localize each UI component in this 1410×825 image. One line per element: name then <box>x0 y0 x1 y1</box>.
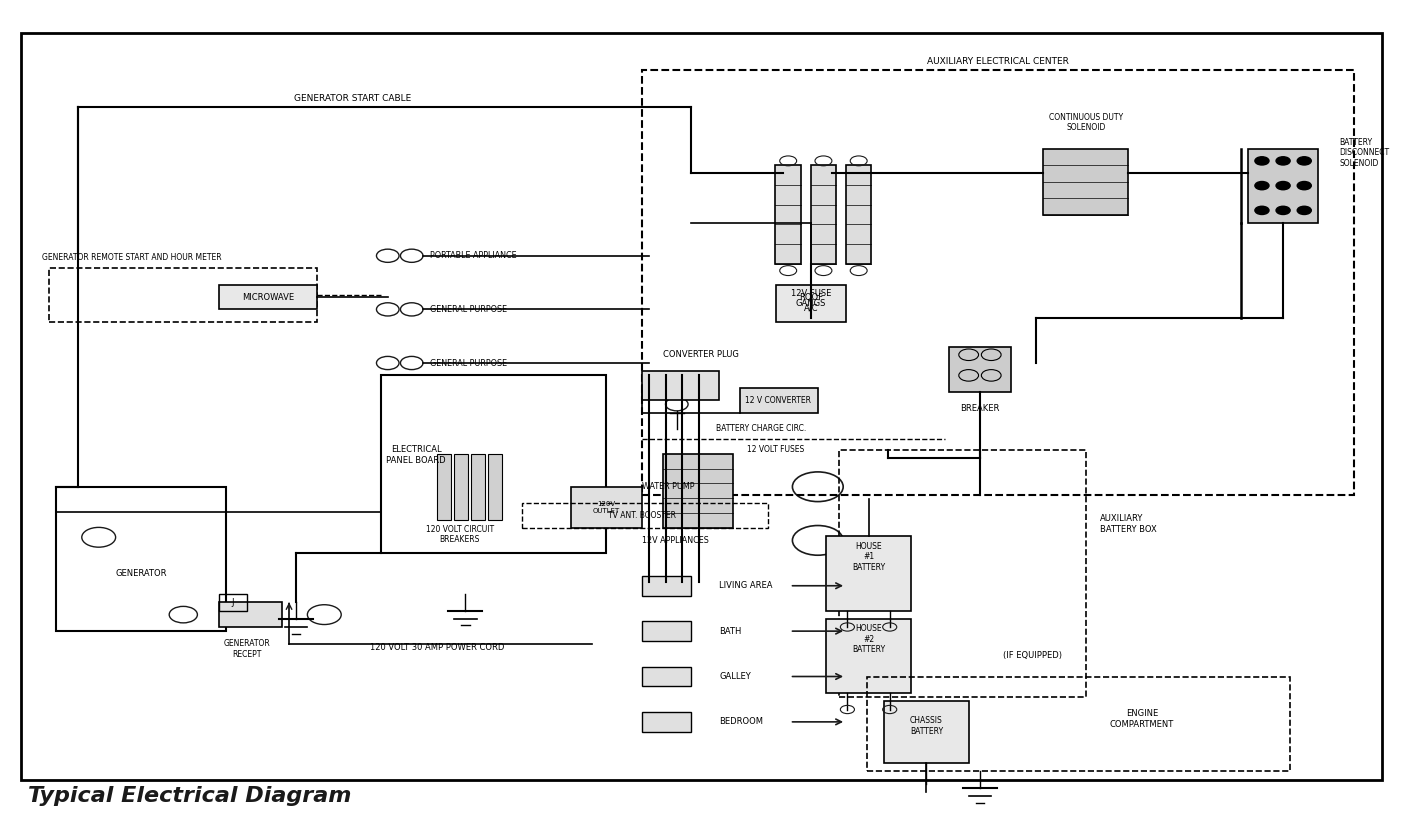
Text: MICROWAVE: MICROWAVE <box>243 293 293 301</box>
Bar <box>1248 148 1318 223</box>
Text: BREAKER: BREAKER <box>960 404 1000 413</box>
Bar <box>740 388 818 412</box>
Text: GENERAL PURPOSE: GENERAL PURPOSE <box>430 305 508 314</box>
Text: Typical Electrical Diagram: Typical Electrical Diagram <box>28 786 351 806</box>
Bar <box>488 454 502 520</box>
Bar <box>471 454 485 520</box>
Text: 120V
OUTLET: 120V OUTLET <box>592 501 620 514</box>
Bar <box>437 454 451 520</box>
Text: 120 VOLT 30 AMP POWER CORD: 120 VOLT 30 AMP POWER CORD <box>369 644 505 652</box>
Bar <box>381 375 606 553</box>
Text: GENERATOR REMOTE START AND HOUR METER: GENERATOR REMOTE START AND HOUR METER <box>42 252 221 262</box>
Circle shape <box>1255 157 1269 165</box>
Bar <box>663 454 733 528</box>
Text: CONVERTER PLUG: CONVERTER PLUG <box>663 350 739 359</box>
Bar <box>826 536 911 610</box>
Circle shape <box>1255 182 1269 190</box>
Bar <box>867 676 1290 771</box>
Text: GALLEY: GALLEY <box>719 672 752 681</box>
Text: CONTINUOUS DUTY
SOLENOID: CONTINUOUS DUTY SOLENOID <box>1049 112 1122 132</box>
Bar <box>642 576 691 596</box>
Text: TV ANT. BOOSTER: TV ANT. BOOSTER <box>608 512 675 520</box>
Bar <box>219 285 317 309</box>
Bar <box>846 165 871 264</box>
Text: BATTERY CHARGE CIRC.: BATTERY CHARGE CIRC. <box>716 424 807 433</box>
Text: GENERATOR
RECEPT: GENERATOR RECEPT <box>223 639 271 659</box>
Bar <box>454 454 468 520</box>
Text: ROOF
A/C: ROOF A/C <box>798 294 823 313</box>
Bar <box>776 285 846 322</box>
Text: (IF EQUIPPED): (IF EQUIPPED) <box>1003 652 1062 660</box>
Text: LIVING AREA: LIVING AREA <box>719 582 773 590</box>
Text: 12 V CONVERTER: 12 V CONVERTER <box>746 396 811 404</box>
Bar <box>219 594 247 610</box>
Text: ENGINE
COMPARTMENT: ENGINE COMPARTMENT <box>1110 710 1175 729</box>
Text: AUXILIARY ELECTRICAL CENTER: AUXILIARY ELECTRICAL CENTER <box>926 57 1069 66</box>
Bar <box>642 621 691 641</box>
Text: 12V FUSE
GANGS: 12V FUSE GANGS <box>791 289 830 309</box>
Text: 12 VOLT FUSES: 12 VOLT FUSES <box>747 446 805 454</box>
Text: CHASSIS
BATTERY: CHASSIS BATTERY <box>909 716 943 736</box>
Bar <box>776 165 801 264</box>
Text: BEDROOM: BEDROOM <box>719 718 763 726</box>
Text: GENERATOR START CABLE: GENERATOR START CABLE <box>293 94 412 103</box>
Circle shape <box>1276 157 1290 165</box>
Circle shape <box>1297 157 1311 165</box>
Bar <box>56 487 226 631</box>
Text: BATTERY
DISCONNECT
SOLENOID: BATTERY DISCONNECT SOLENOID <box>1340 138 1390 167</box>
Bar <box>522 503 768 528</box>
Text: GENERAL PURPOSE: GENERAL PURPOSE <box>430 359 508 367</box>
Circle shape <box>1297 182 1311 190</box>
Text: AUXILIARY
BATTERY BOX: AUXILIARY BATTERY BOX <box>1100 514 1156 534</box>
Text: J: J <box>231 598 234 606</box>
Text: WATER PUMP: WATER PUMP <box>642 483 694 491</box>
Bar <box>642 70 1354 495</box>
Bar <box>642 712 691 732</box>
Text: 12V APPLIANCES: 12V APPLIANCES <box>642 536 708 544</box>
Bar <box>811 165 836 264</box>
Bar <box>219 602 282 627</box>
Bar <box>49 268 317 322</box>
Circle shape <box>1276 206 1290 214</box>
Bar <box>642 371 719 400</box>
Bar <box>826 619 911 693</box>
Text: GENERATOR: GENERATOR <box>116 569 166 578</box>
Text: PORTABLE APPLIANCE: PORTABLE APPLIANCE <box>430 252 516 260</box>
Circle shape <box>1255 206 1269 214</box>
Bar <box>839 450 1086 697</box>
Text: ELECTRICAL
PANEL BOARD: ELECTRICAL PANEL BOARD <box>386 446 446 465</box>
Text: 120 VOLT CIRCUIT
BREAKERS: 120 VOLT CIRCUIT BREAKERS <box>426 525 494 545</box>
Bar <box>571 487 642 528</box>
Bar <box>642 667 691 686</box>
Bar <box>884 701 969 763</box>
Bar <box>1043 148 1128 214</box>
Text: BATH: BATH <box>719 627 742 635</box>
Text: HOUSE
#1
BATTERY: HOUSE #1 BATTERY <box>852 542 885 572</box>
Circle shape <box>1297 206 1311 214</box>
Bar <box>949 346 1011 392</box>
Circle shape <box>1276 182 1290 190</box>
Text: HOUSE
#2
BATTERY: HOUSE #2 BATTERY <box>852 625 885 654</box>
